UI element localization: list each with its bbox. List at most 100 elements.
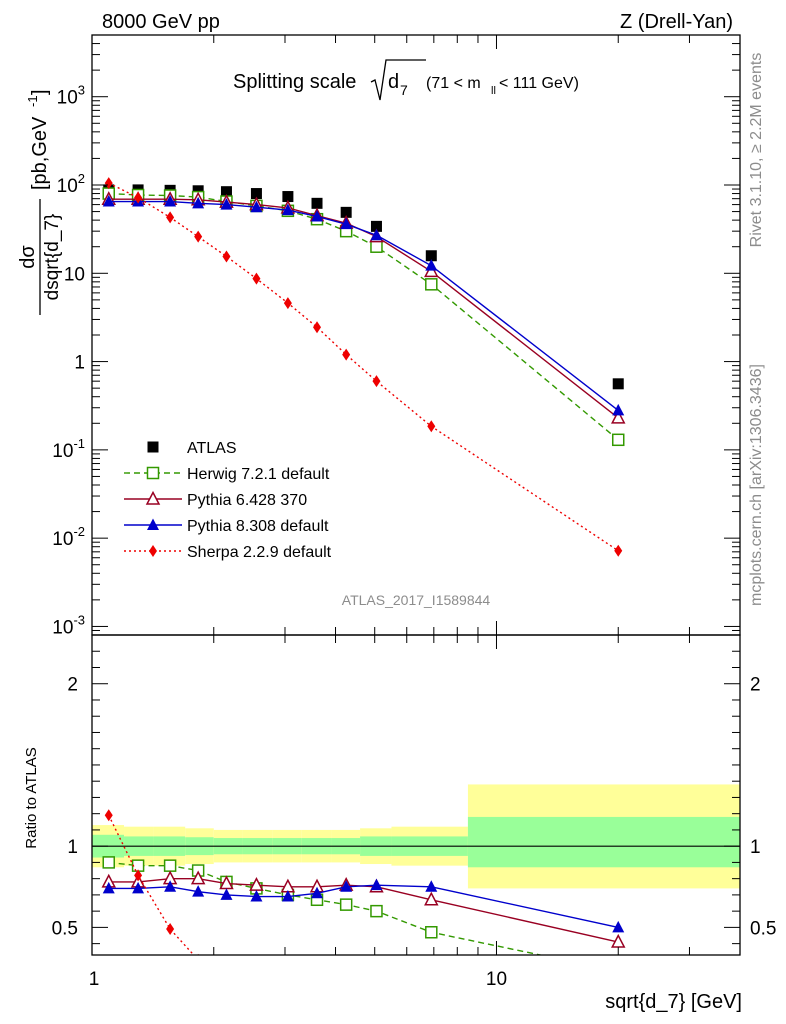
data-point	[340, 217, 353, 230]
title-sqrt-subscript: 7	[400, 82, 408, 98]
legend-entry-sherpa-2-2-9-default: Sherpa 2.2.9 default	[124, 544, 332, 561]
y-tick-label: 10-3	[52, 612, 85, 638]
ratio-point	[163, 859, 177, 872]
data-point	[372, 375, 381, 388]
data-point	[611, 409, 626, 424]
ratio-y-axis-label: Ratio to ATLAS	[23, 747, 40, 848]
data-point	[194, 230, 203, 243]
tick-labels: 1 10 10-3 10-2 10-1 1 10 102 103 0.5 0.5 1 1 2 2	[52, 83, 777, 990]
ratio-y-tick-label: 1	[67, 837, 78, 858]
ratio-point	[166, 923, 175, 936]
legend-marker	[146, 466, 160, 480]
ratio-point	[250, 890, 263, 902]
y-tick-label: 1	[74, 353, 85, 374]
series-atlas	[103, 184, 624, 390]
legend-entry-herwig-7-2-1-default: Herwig 7.2.1 default	[124, 466, 330, 483]
ratio-y-tick-label: 2	[67, 675, 78, 696]
series-sherpa-2-2-9-default	[104, 177, 623, 557]
series-line-pythia-6-428-370	[108, 198, 619, 419]
data-point	[612, 403, 625, 416]
data-point	[164, 195, 177, 207]
legend-label: Pythia 8.308 default	[187, 518, 329, 535]
legend-marker	[149, 545, 157, 557]
data-point	[220, 186, 232, 198]
analysis-id-watermark: ATLAS_2017_I1589844	[342, 592, 491, 608]
ratio-point	[372, 1000, 380, 1012]
ylabel-denominator: dsqrt{d_7}	[42, 214, 63, 301]
data-point	[342, 348, 351, 361]
data-point	[192, 185, 204, 197]
data-point	[370, 220, 382, 232]
title-text: Splitting scale	[233, 71, 356, 93]
legend-label: Pythia 6.428 370	[187, 492, 307, 509]
sqrt-radical-symbol	[370, 59, 426, 101]
main-panel-series	[101, 177, 626, 557]
ratio-uncertainty-bands	[92, 784, 740, 889]
ylabel-units-close: ]	[29, 89, 51, 95]
legend-entry-pythia-8-308-default: Pythia 8.308 default	[124, 518, 329, 535]
ratio-point	[311, 886, 324, 899]
data-point	[370, 240, 383, 253]
title-range-end: < 111 GeV)	[499, 75, 579, 92]
ratio-y-tick-label: 0.5	[52, 918, 78, 939]
legend-entry-atlas: ATLAS	[147, 440, 237, 457]
y-tick-label: 102	[57, 171, 85, 197]
data-point	[340, 206, 352, 218]
plot-title: Splitting scale d 7 (71 < m ll < 111 GeV…	[233, 59, 579, 101]
ratio-point	[425, 926, 438, 939]
data-point	[220, 198, 233, 210]
ratio-point	[102, 856, 115, 869]
series-pythia-8-308-default	[102, 195, 625, 416]
ratio-panel-series	[101, 809, 626, 1013]
data-point	[134, 191, 143, 204]
ratio-line-pythia-6-428-370	[108, 877, 619, 943]
rivet-version-label: Rivet 3.1.10, ≥ 2.2M events	[748, 53, 765, 248]
title-range-subscript: ll	[491, 85, 496, 97]
ratio-point	[164, 880, 177, 892]
data-point	[370, 228, 383, 241]
ratio-series-sherpa-2-2-9-default	[104, 809, 435, 1013]
data-point	[104, 177, 113, 190]
ratio-point	[427, 1001, 435, 1013]
ylabel-units-exponent: -1	[25, 95, 40, 107]
legend-marker	[145, 490, 161, 505]
series-line-sherpa-2-2-9-default	[108, 182, 619, 552]
series-line-pythia-8-308-default	[108, 200, 619, 411]
ratio-point	[370, 878, 383, 891]
ratio-line-pythia-8-308-default	[108, 884, 619, 929]
ratio-point	[313, 996, 321, 1008]
ratio-point	[612, 920, 625, 933]
ratio-panel-frame	[91, 634, 741, 956]
ratio-point	[339, 898, 353, 911]
title-sqrt-variable: d	[388, 71, 399, 93]
ratio-point	[134, 869, 143, 882]
data-point	[612, 378, 624, 390]
legend-entry-pythia-6-428-370: Pythia 6.428 370	[124, 490, 307, 509]
axes-ticks	[91, 34, 741, 955]
data-point	[425, 259, 438, 271]
data-point	[427, 420, 436, 433]
data-point	[424, 263, 439, 278]
data-point	[614, 544, 623, 557]
data-point	[192, 196, 205, 209]
stat-band-inner	[467, 816, 740, 868]
data-point	[425, 278, 438, 291]
ratio-point	[613, 966, 624, 977]
process-label: Z (Drell-Yan)	[620, 11, 733, 33]
ratio-point	[340, 880, 353, 892]
ratio-line-herwig-7-2-1-default	[108, 861, 544, 955]
x-tick-label: 10	[486, 969, 507, 990]
series-pythia-6-428-370	[101, 191, 626, 424]
data-point	[282, 191, 294, 203]
data-point	[283, 297, 292, 310]
x-tick-label: 1	[89, 969, 100, 990]
y-tick-label: 10-2	[52, 524, 85, 550]
data-point	[102, 195, 115, 207]
legend-label: ATLAS	[187, 440, 237, 457]
mcplots-reference-label: mcplots.cern.ch [arXiv:1306.3436]	[748, 364, 765, 606]
data-point	[281, 203, 294, 216]
ratio-point	[190, 870, 206, 885]
legend-marker	[147, 441, 159, 453]
data-point	[425, 250, 437, 262]
